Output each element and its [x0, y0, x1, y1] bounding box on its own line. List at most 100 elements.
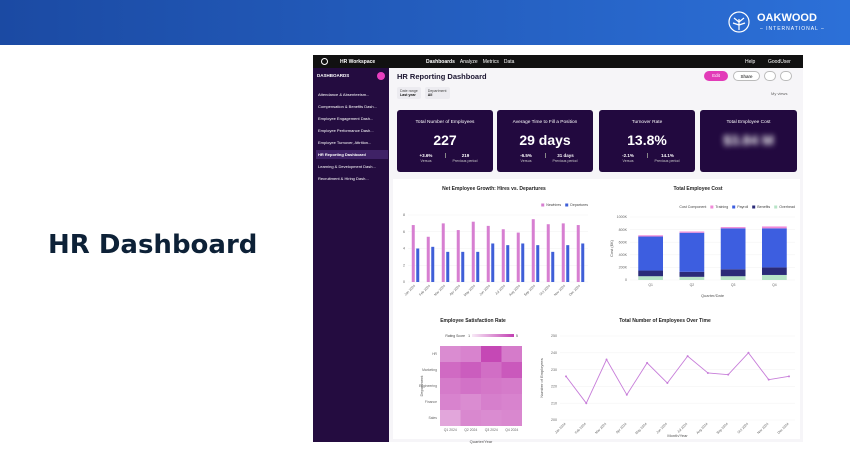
legend-label: Overhead — [779, 205, 795, 209]
y-tick-label: 6 — [403, 230, 405, 234]
filter[interactable]: Department All — [424, 87, 450, 99]
x-tick-label: Sep 2024 — [716, 422, 729, 435]
kpi-previous-label: Previous period — [552, 159, 578, 163]
sidebar-item[interactable]: HR Reporting Dashboard — [316, 150, 388, 159]
heat-cell — [501, 394, 522, 410]
kpi-title: Turnover Rate — [631, 120, 663, 125]
x-tick-label: Apr 2024 — [449, 284, 462, 297]
y-tick-label: Engineering — [419, 384, 437, 388]
bar — [461, 251, 465, 282]
bar — [561, 223, 565, 282]
bar-segment — [720, 269, 746, 277]
heat-cell — [481, 378, 502, 394]
app-logo — [321, 58, 328, 65]
sidebar-item[interactable]: Learning & Development Dash... — [318, 164, 376, 169]
help[interactable]: Help — [745, 59, 756, 65]
heat-cell — [440, 346, 461, 362]
share-button[interactable]: Share — [733, 71, 760, 81]
edit-button[interactable]: Edit — [704, 71, 728, 81]
icon-button[interactable] — [764, 71, 776, 81]
filter-label: Date range — [400, 88, 418, 93]
x-tick-label: Jul 2024 — [494, 284, 506, 296]
nav-item[interactable]: Data — [503, 59, 515, 65]
logo-subtext: – INTERNATIONAL – — [760, 26, 825, 32]
user[interactable]: GoodUser — [768, 59, 791, 65]
heat-cell — [501, 378, 522, 394]
x-tick-label: Apr 2024 — [615, 422, 628, 435]
bar-segment — [762, 228, 787, 268]
nav-item[interactable]: Dashboards — [426, 59, 455, 65]
bar — [431, 246, 435, 282]
bar — [581, 243, 585, 282]
point — [565, 375, 567, 378]
sidebar-item[interactable]: Employee Engagement Dash... — [318, 116, 374, 121]
y-axis-label: Number of Employees — [539, 358, 544, 398]
sidebar-item[interactable]: Recruitment & Hiring Dash... — [318, 176, 369, 181]
legend-label: Benefits — [757, 205, 770, 209]
heat-cell — [501, 410, 522, 426]
views[interactable]: My views — [771, 91, 788, 96]
sidebar-item[interactable]: Employee Performance Dash... — [318, 128, 374, 133]
chart-title: Net Employee Growth: Hires vs. Departure… — [442, 186, 546, 192]
y-tick-label: 230 — [551, 368, 557, 372]
kpi-previous-label: Previous period — [654, 159, 680, 163]
y-tick-label: 240 — [551, 351, 557, 355]
x-tick-label: Q3 — [731, 283, 736, 287]
kpi-title: Total Number of Employees — [415, 120, 475, 125]
legend-max: 5 — [516, 334, 518, 338]
legend-label: Newhires — [546, 203, 561, 207]
y-tick-label: 2 — [403, 263, 405, 267]
kpi-value: $3.84 M — [723, 132, 774, 148]
kpi-card: Total Employee Cost $3.84 M — [700, 110, 797, 172]
x-tick-label: Jul 2024 — [676, 422, 688, 434]
y-tick-label: 400K — [619, 253, 628, 257]
bar-segment — [638, 270, 663, 277]
bar-segment — [638, 236, 663, 271]
x-axis-label: Quarter/Date — [701, 293, 725, 298]
nav-item[interactable]: Analyze — [459, 59, 478, 65]
sidebar-item[interactable]: Employee Turnover, Attrition... — [318, 140, 372, 145]
bar-segment — [720, 227, 746, 229]
point — [625, 393, 628, 396]
point — [585, 402, 588, 405]
y-tick-label: HR — [432, 352, 437, 356]
sidebar-item[interactable]: Attendance & Absenteeism... — [318, 92, 370, 97]
bar — [471, 221, 475, 282]
filter-value: All — [427, 92, 433, 97]
chart-title: Employee Satisfaction Rate — [440, 318, 506, 324]
y-axis-label: Cost ($K) — [609, 239, 614, 257]
kpi-title: Total Employee Cost — [726, 120, 771, 125]
add-button[interactable] — [377, 72, 385, 80]
bar — [551, 251, 555, 282]
bar — [486, 225, 490, 282]
x-tick-label: Q2 — [690, 283, 695, 287]
heat-cell — [460, 410, 481, 426]
x-tick-label: Jun 2024 — [479, 284, 492, 297]
logo-text: OAKWOOD — [757, 12, 817, 24]
x-tick-label: Mar 2024 — [433, 284, 446, 297]
x-tick-label: Nov 2024 — [553, 284, 566, 297]
heading: HR Dashboard — [48, 230, 258, 260]
nav-item[interactable]: Metrics — [482, 59, 499, 65]
x-tick-label: Aug 2024 — [508, 284, 521, 297]
x-tick-label: Dec 2024 — [777, 422, 790, 435]
kpi-title: Average Time to Fill a Position — [512, 120, 578, 125]
heat-cell — [460, 394, 481, 410]
filter[interactable]: Date range Last year — [397, 87, 421, 99]
legend-swatch — [710, 205, 714, 209]
legend-title: Rating Score — [445, 334, 465, 338]
kpi-previous: 31 days — [545, 153, 585, 158]
sidebar-item[interactable]: Compensation & Benefits Dash... — [318, 104, 377, 109]
kpi-card: Turnover Rate 13.8% -2.1% Versus 14.1% Previo… — [599, 110, 695, 172]
bar — [441, 223, 445, 282]
bar-segment — [762, 226, 787, 229]
y-tick-label: Sales — [429, 416, 438, 420]
kpi-previous: 219 — [445, 153, 485, 158]
bar — [426, 236, 430, 282]
kpi-change: +3.6% — [419, 153, 433, 158]
workspace[interactable]: HR Workspace — [340, 59, 376, 65]
icon-button[interactable] — [780, 71, 792, 81]
bar — [506, 245, 510, 282]
legend-label: Training — [715, 205, 728, 209]
legend-swatch — [565, 203, 569, 207]
